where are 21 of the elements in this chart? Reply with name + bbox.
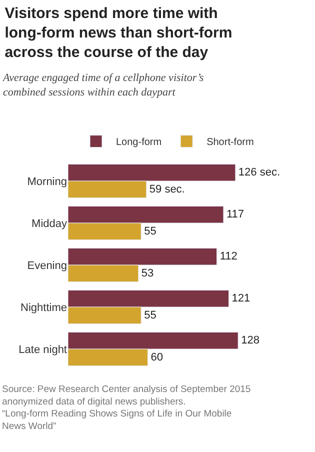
- text: “Long-form Reading Shows Signs of Life in Our Mobile News World”: [2, 408, 232, 432]
- data-label: 117: [226, 208, 244, 221]
- data-label: 121: [232, 292, 250, 305]
- data-label: 59 sec.: [149, 183, 185, 196]
- source-note: Source: Pew Research Center analysis of September 2015 anonymized data of digital news publishers.: [2, 384, 251, 408]
- chart-title: Visitors spend more time with long-form news than short-form across the course of the day: [4, 5, 232, 61]
- y-tick-label: Midday: [32, 218, 68, 230]
- y-tick-label: Nighttime: [20, 302, 67, 314]
- legend-label: Short-form: [206, 137, 254, 148]
- data-label: 60: [150, 351, 163, 364]
- data-label: 55: [144, 225, 156, 238]
- data-label: 53: [141, 267, 154, 280]
- legend-label: Long-form: [116, 137, 162, 148]
- y-tick-label: Late night: [18, 344, 67, 356]
- data-label: 126 sec.: [238, 166, 280, 179]
- y-tick-label: Morning: [27, 176, 67, 188]
- data-label: 112: [220, 250, 238, 263]
- chart-subtitle: Average engaged time of a cellphone visitor’s combined sessions within each daypart: [2, 72, 204, 98]
- y-tick-label: Evening: [27, 260, 67, 272]
- data-label: 55: [144, 309, 156, 322]
- data-label: 128: [241, 334, 260, 347]
